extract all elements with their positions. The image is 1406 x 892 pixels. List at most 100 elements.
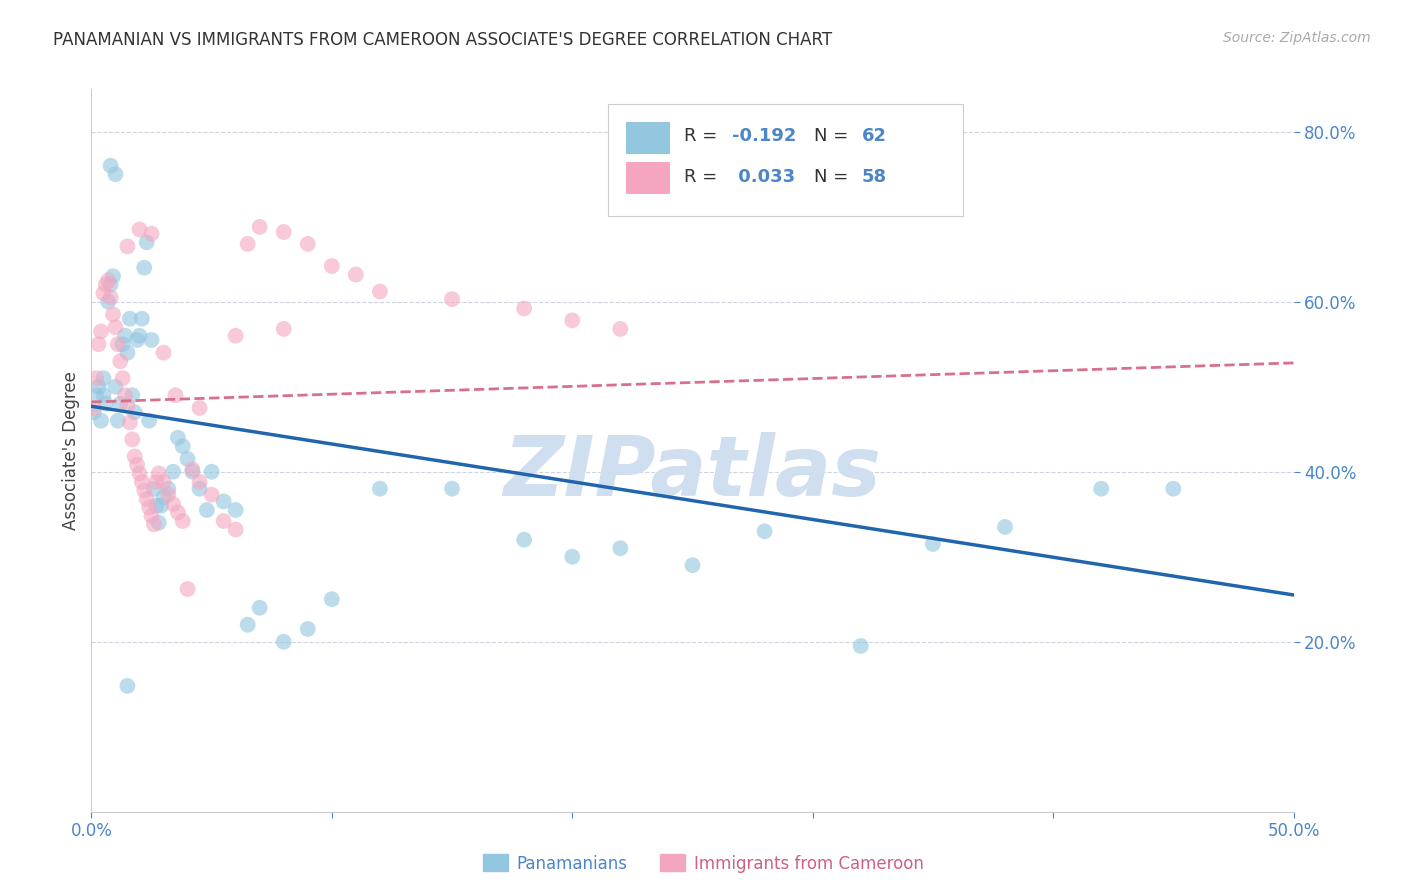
Point (922, 537, 945, 551)
Text: PANAMANIAN VS IMMIGRANTS FROM CAMEROON ASSOCIATE'S DEGREE CORRELATION CHART: PANAMANIAN VS IMMIGRANTS FROM CAMEROON A… (53, 31, 832, 49)
Point (176, 452, 198, 467)
Point (131, 475, 153, 489)
Point (131, 311, 153, 326)
Point (181, 465, 204, 479)
Point (236, 236, 259, 251)
Point (117, 398, 139, 412)
Point (138, 500, 160, 515)
Point (273, 322, 295, 336)
Point (83, 401, 105, 415)
Point (142, 482, 165, 496)
Point (100, 277, 122, 292)
Point (141, 227, 163, 241)
Point (513, 533, 536, 547)
Point (111, 337, 134, 351)
Point (134, 260, 156, 275)
Point (97, 273, 120, 287)
Point (135, 491, 157, 506)
Text: 58: 58 (862, 168, 887, 186)
FancyBboxPatch shape (626, 162, 669, 194)
Text: R =: R = (685, 168, 723, 186)
Point (134, 483, 156, 498)
Point (188, 482, 211, 496)
Point (125, 333, 148, 347)
Point (188, 401, 211, 415)
Point (513, 301, 536, 316)
Point (167, 506, 190, 520)
Point (97, 294, 120, 309)
Point (135, 235, 157, 250)
Point (1090, 482, 1112, 496)
Point (148, 516, 170, 530)
Point (100, 290, 122, 304)
Point (118, 416, 141, 430)
Point (100, 159, 122, 173)
Text: ZIPatlas: ZIPatlas (503, 432, 882, 513)
Point (145, 475, 167, 489)
Point (117, 345, 139, 359)
Point (249, 600, 271, 615)
Point (124, 450, 146, 464)
Text: R =: R = (685, 128, 723, 145)
Point (368, 285, 391, 299)
Text: N =: N = (814, 128, 853, 145)
Point (165, 388, 187, 402)
Point (994, 520, 1017, 534)
Point (94, 277, 117, 292)
Point (195, 503, 218, 517)
Point (104, 167, 127, 181)
Point (107, 337, 129, 351)
Point (754, 524, 776, 539)
Point (297, 622, 319, 636)
Point (225, 328, 247, 343)
Text: N =: N = (814, 168, 853, 186)
Point (1161, 482, 1184, 496)
Point (90, 325, 112, 339)
Point (561, 313, 583, 327)
Point (141, 508, 163, 523)
Point (93, 371, 115, 385)
Point (152, 490, 174, 504)
Point (93, 286, 115, 301)
Point (181, 462, 204, 476)
Point (87, 337, 110, 351)
Point (273, 634, 295, 648)
Point (142, 517, 165, 532)
Point (681, 558, 703, 573)
Point (440, 482, 463, 496)
Point (212, 494, 235, 508)
Point (90, 414, 112, 428)
Point (121, 388, 143, 402)
Point (172, 439, 194, 453)
Point (84, 388, 107, 402)
Point (201, 465, 224, 479)
Point (440, 292, 463, 306)
Point (176, 582, 198, 596)
Y-axis label: Associate's Degree: Associate's Degree (62, 371, 80, 530)
Point (157, 482, 180, 496)
Point (83, 405, 105, 419)
Point (104, 320, 127, 334)
Point (849, 639, 872, 653)
Point (107, 414, 129, 428)
Point (148, 467, 170, 481)
Point (114, 328, 136, 343)
Point (87, 380, 110, 394)
Text: Source: ZipAtlas.com: Source: ZipAtlas.com (1223, 31, 1371, 45)
Point (609, 541, 631, 556)
Point (150, 499, 173, 513)
Point (125, 458, 148, 472)
Point (128, 467, 150, 481)
Point (101, 308, 124, 322)
Point (321, 259, 343, 273)
Text: 0.033: 0.033 (733, 168, 796, 186)
Point (249, 219, 271, 234)
Point (138, 414, 160, 428)
Point (297, 236, 319, 251)
Point (121, 433, 143, 447)
Point (225, 503, 247, 517)
Point (114, 388, 136, 402)
Text: 62: 62 (862, 128, 887, 145)
Point (141, 333, 163, 347)
Point (188, 475, 211, 489)
